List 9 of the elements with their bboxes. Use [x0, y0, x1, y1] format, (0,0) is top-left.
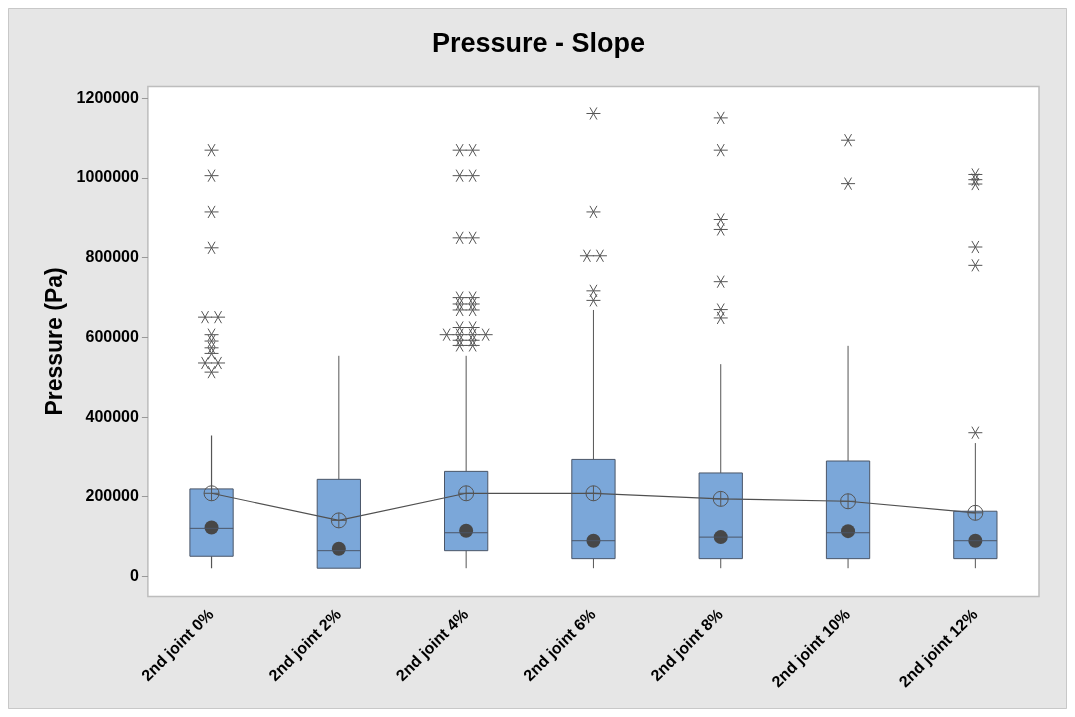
- y-tick-label: 0: [129, 566, 139, 584]
- y-tick-label: 800000: [85, 248, 139, 266]
- y-tick-label: 1000000: [76, 168, 139, 186]
- chart-title: Pressure - Slope: [431, 27, 646, 58]
- y-tick-label: 200000: [85, 487, 139, 505]
- y-axis-title: Pressure (Pa): [41, 267, 68, 416]
- y-tick-label: 600000: [85, 327, 139, 345]
- y-tick-label: 400000: [85, 407, 139, 425]
- y-tick-label: 1200000: [76, 88, 139, 106]
